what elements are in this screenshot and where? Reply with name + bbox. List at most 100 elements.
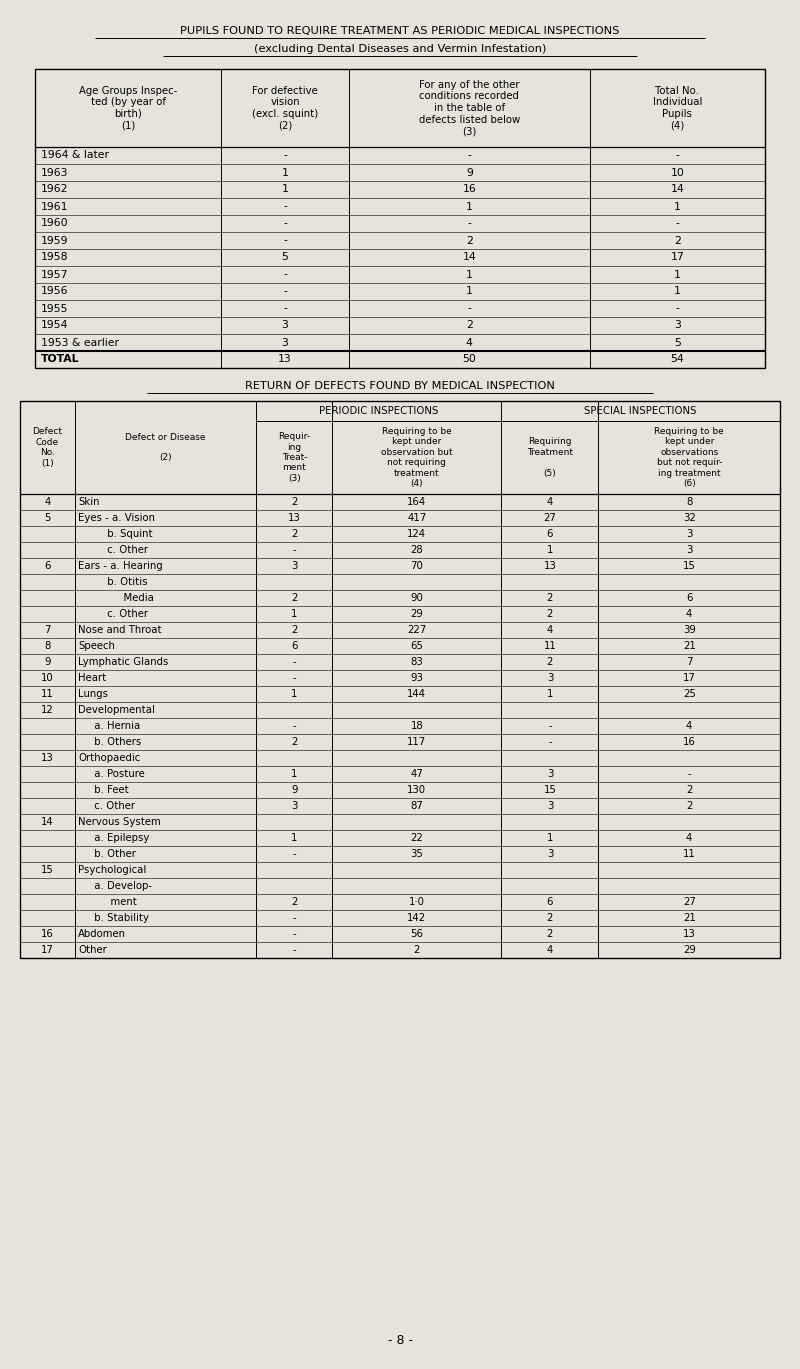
Text: 13: 13 [683,930,695,939]
Text: 3: 3 [546,849,553,858]
Text: 65: 65 [410,641,423,652]
Text: Abdomen: Abdomen [78,930,126,939]
Text: b. Stability: b. Stability [78,913,149,923]
Text: b. Other: b. Other [78,849,136,858]
Text: 9: 9 [466,167,473,178]
Text: -: - [467,219,471,229]
Text: 15: 15 [41,865,54,875]
Text: 17: 17 [41,945,54,956]
Text: 130: 130 [407,784,426,795]
Text: 11: 11 [683,849,695,858]
Text: 4: 4 [546,626,553,635]
Text: -: - [467,151,471,160]
Text: 2: 2 [291,737,298,747]
Text: 2: 2 [546,593,553,602]
Text: 17: 17 [670,252,684,263]
Text: 21: 21 [683,641,695,652]
Text: 1: 1 [466,286,473,297]
Text: PERIODIC INSPECTIONS: PERIODIC INSPECTIONS [319,407,438,416]
Text: -: - [283,270,287,279]
Text: 1960: 1960 [41,219,69,229]
Text: a. Posture: a. Posture [78,769,145,779]
Text: 1: 1 [291,609,298,619]
Text: Other: Other [78,945,106,956]
Text: 16: 16 [41,930,54,939]
Text: -: - [675,219,679,229]
Text: -: - [293,721,296,731]
Text: 1957: 1957 [41,270,69,279]
Text: RETURN OF DEFECTS FOUND BY MEDICAL INSPECTION: RETURN OF DEFECTS FOUND BY MEDICAL INSPE… [245,381,555,392]
Text: a. Develop-: a. Develop- [78,882,152,891]
Text: 1958: 1958 [41,252,69,263]
Text: -: - [293,930,296,939]
Text: 6: 6 [546,897,553,908]
Text: -: - [293,657,296,667]
Text: 50: 50 [462,355,476,364]
Text: 6: 6 [291,641,298,652]
Text: 1: 1 [674,270,681,279]
Text: Orthopaedic: Orthopaedic [78,753,140,763]
Text: 1955: 1955 [41,304,69,314]
Text: 93: 93 [410,674,423,683]
Text: Nervous System: Nervous System [78,817,161,827]
Text: 2: 2 [466,235,473,245]
Text: 1: 1 [546,832,553,843]
Text: 7: 7 [44,626,50,635]
Text: b. Otitis: b. Otitis [78,576,147,587]
Text: 7: 7 [686,657,693,667]
Text: Requiring
Treatment

(5): Requiring Treatment (5) [527,438,573,478]
Text: b. Others: b. Others [78,737,141,747]
Text: Requir-
ing
Treat-
ment
(3): Requir- ing Treat- ment (3) [278,433,310,483]
Text: 1: 1 [291,832,298,843]
Text: Ears - a. Hearing: Ears - a. Hearing [78,561,162,571]
Bar [20,401,780,958]
Text: 32: 32 [683,513,695,523]
Text: 15: 15 [543,784,556,795]
Text: b. Squint: b. Squint [78,528,153,539]
Text: 14: 14 [670,185,684,194]
Text: -: - [293,849,296,858]
Text: 144: 144 [407,689,426,700]
Text: 5: 5 [44,513,50,523]
Text: 11: 11 [41,689,54,700]
Text: 13: 13 [41,753,54,763]
Text: 8: 8 [44,641,50,652]
Text: -: - [687,769,691,779]
Text: Heart: Heart [78,674,106,683]
Text: 13: 13 [543,561,556,571]
Text: 13: 13 [288,513,301,523]
Text: 28: 28 [410,545,423,554]
Text: Lungs: Lungs [78,689,108,700]
Text: 10: 10 [41,674,54,683]
Text: TOTAL: TOTAL [41,355,79,364]
Text: 2: 2 [414,945,420,956]
Bar [35,68,765,368]
Text: a. Epilepsy: a. Epilepsy [78,832,150,843]
Text: 14: 14 [41,817,54,827]
Text: 124: 124 [407,528,426,539]
Text: 2: 2 [686,801,693,810]
Text: a. Hernia: a. Hernia [78,721,140,731]
Text: -: - [548,721,552,731]
Text: 3: 3 [291,801,298,810]
Text: 6: 6 [686,593,693,602]
Text: 2: 2 [291,897,298,908]
Text: 25: 25 [682,689,696,700]
Text: -: - [283,219,287,229]
Text: 9: 9 [291,784,298,795]
Text: 227: 227 [407,626,426,635]
Text: 4: 4 [44,497,50,507]
Text: 1: 1 [282,185,289,194]
Text: Age Groups Inspec-
ted (by year of
birth)
(1): Age Groups Inspec- ted (by year of birth… [79,86,178,130]
Text: 9: 9 [44,657,50,667]
Text: 164: 164 [407,497,426,507]
Text: 11: 11 [543,641,556,652]
Text: - 8 -: - 8 - [387,1335,413,1347]
Text: For defective
vision
(excl. squint)
(2): For defective vision (excl. squint) (2) [252,86,318,130]
Text: Lymphatic Glands: Lymphatic Glands [78,657,168,667]
Text: 2: 2 [466,320,473,330]
Text: 29: 29 [410,609,423,619]
Text: 2: 2 [546,913,553,923]
Text: 2: 2 [291,593,298,602]
Text: Skin: Skin [78,497,99,507]
